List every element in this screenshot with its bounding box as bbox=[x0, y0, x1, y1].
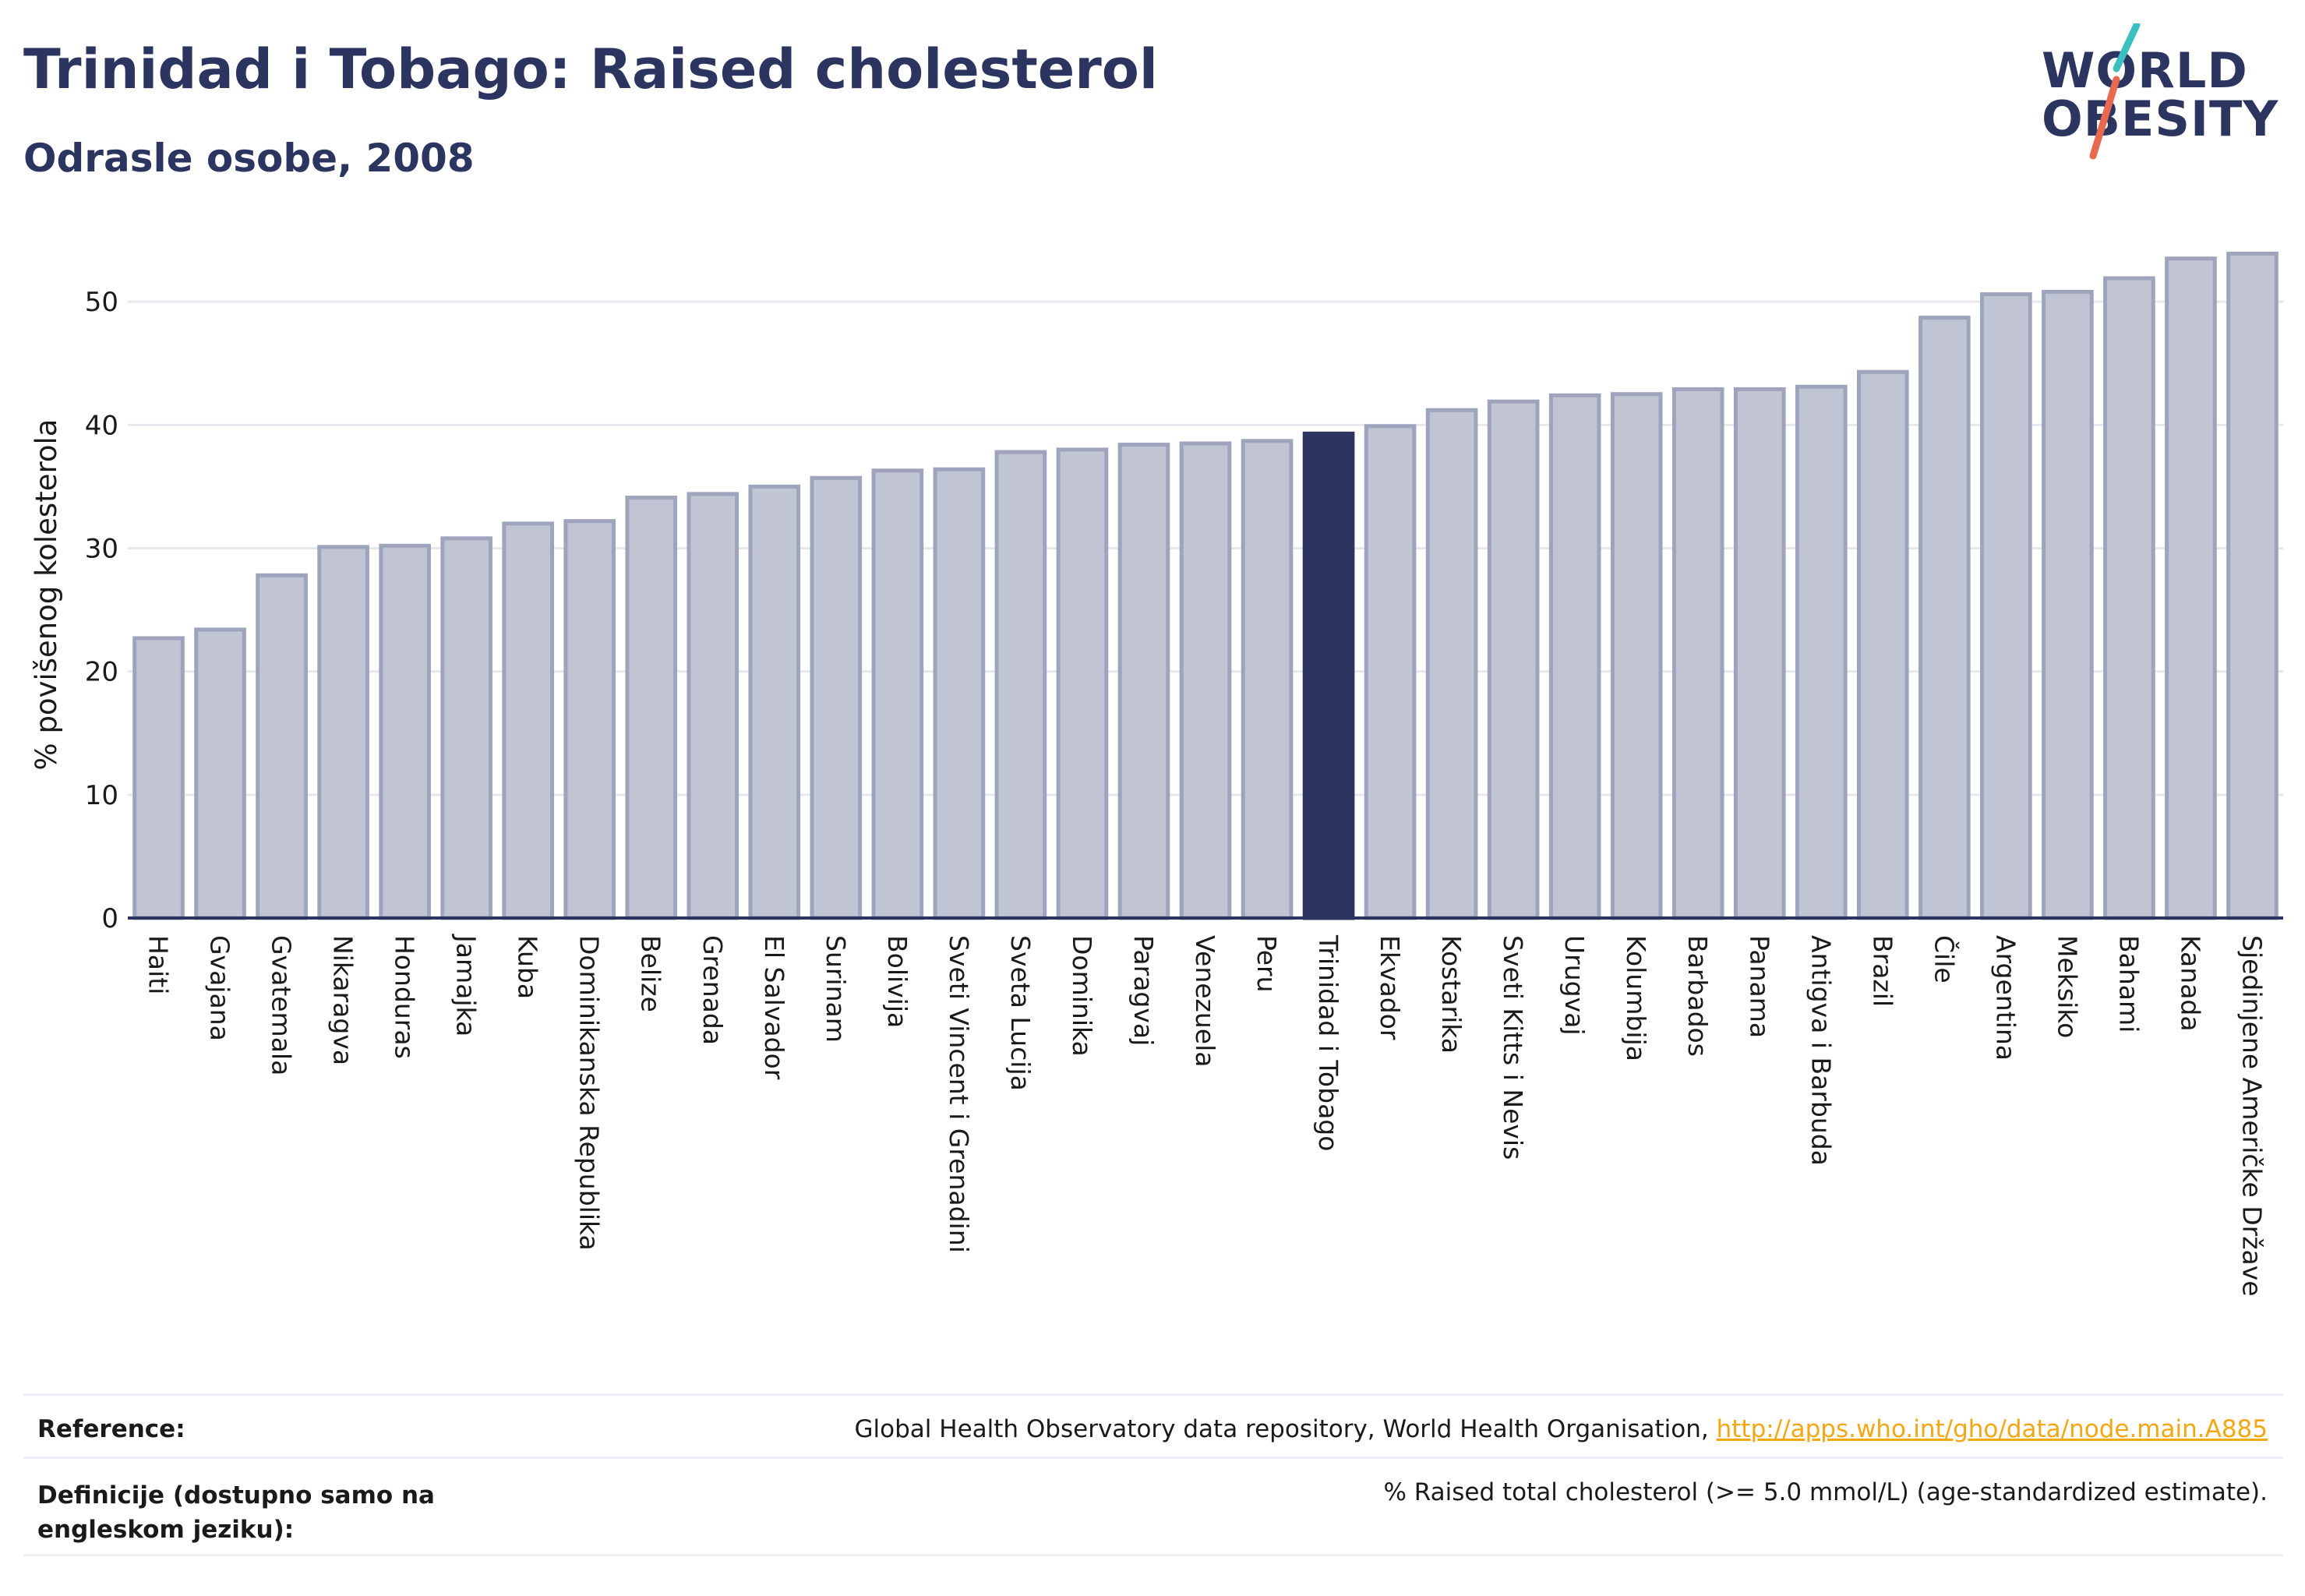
y-axis-ticks: 0 10 20 30 40 50 bbox=[85, 287, 118, 934]
x-tick-label: Meksiko bbox=[2052, 935, 2082, 1038]
y-tick-label: 50 bbox=[85, 287, 118, 318]
footer-divider-top bbox=[23, 1393, 2283, 1396]
x-tick-label: Venezuela bbox=[1190, 935, 1220, 1067]
x-tick-label: Gvajana bbox=[205, 935, 235, 1041]
bar bbox=[1548, 393, 1601, 920]
definition-label: Definicije (dostupno samo na engleskom j… bbox=[37, 1481, 435, 1544]
bar-highlight bbox=[1302, 431, 1355, 920]
x-tick-label: Čile bbox=[1929, 935, 1960, 983]
bar bbox=[1117, 443, 1170, 920]
bar bbox=[625, 496, 678, 920]
x-tick-label: Dominikanska Republika bbox=[574, 935, 605, 1251]
x-tick-label: Dominika bbox=[1067, 935, 1097, 1057]
y-tick-label: 0 bbox=[101, 903, 118, 934]
footer-divider-bottom bbox=[23, 1554, 2283, 1556]
definition-text: % Raised total cholesterol (>= 5.0 mmol/… bbox=[1383, 1478, 2268, 1506]
bar bbox=[687, 492, 740, 920]
bar bbox=[563, 519, 616, 920]
bar bbox=[132, 636, 185, 920]
logo-line-1: WORLD bbox=[2042, 42, 2248, 99]
x-tick-label: El Salvador bbox=[759, 935, 789, 1080]
x-tick-label: Grenada bbox=[697, 935, 728, 1045]
x-tick-label: Bolivija bbox=[882, 935, 912, 1028]
y-tick-label: 40 bbox=[85, 410, 118, 441]
bar bbox=[871, 468, 924, 920]
bar bbox=[810, 475, 863, 920]
chart-subtitle: Odrasle osobe, 2008 bbox=[23, 136, 475, 181]
y-axis-label: % povišenog kolesterola bbox=[30, 419, 63, 771]
y-tick-label: 30 bbox=[85, 533, 118, 564]
x-tick-label: Kanada bbox=[2175, 935, 2205, 1032]
logo-line-2: OBESITY bbox=[2042, 90, 2279, 147]
bar bbox=[502, 521, 555, 920]
bar bbox=[2226, 251, 2279, 920]
bar bbox=[379, 543, 431, 920]
bar bbox=[256, 573, 308, 920]
bars bbox=[132, 251, 2279, 920]
logo-slash-icon bbox=[2089, 23, 2141, 160]
x-tick-label: Haiti bbox=[143, 935, 174, 994]
x-tick-label: Trinidad i Tobago bbox=[1313, 934, 1343, 1151]
x-tick-label: Honduras bbox=[390, 935, 420, 1059]
y-tick-label: 20 bbox=[85, 657, 118, 688]
bar bbox=[1980, 292, 2032, 920]
bar bbox=[2042, 289, 2094, 920]
x-tick-label: Kuba bbox=[513, 935, 543, 999]
bar bbox=[317, 545, 369, 920]
bar bbox=[440, 536, 492, 920]
x-tick-label: Ekvador bbox=[1375, 935, 1405, 1040]
bar bbox=[994, 450, 1047, 920]
bar bbox=[194, 627, 246, 920]
x-tick-label: Sjedinjene Američke Države bbox=[2236, 935, 2267, 1297]
x-tick-label: Bahami bbox=[2113, 935, 2144, 1033]
x-tick-label: Belize bbox=[636, 935, 666, 1012]
x-tick-label: Panama bbox=[1744, 935, 1774, 1038]
bar bbox=[2165, 256, 2217, 920]
reference-link[interactable]: http://apps.who.int/gho/data/node.main.A… bbox=[1716, 1415, 2268, 1443]
reference-label: Reference: bbox=[37, 1415, 185, 1443]
x-tick-label: Jamajka bbox=[451, 934, 482, 1036]
bar bbox=[1179, 441, 1232, 920]
x-axis-ticks: Haiti Gvajana Gvatemala Nikaragva Honduras Ja… bbox=[143, 934, 2268, 1297]
x-tick-label: Sveti Vincent i Grenadini bbox=[944, 935, 974, 1253]
x-tick-label: Argentina bbox=[1990, 935, 2021, 1061]
x-tick-label: Barbados bbox=[1682, 935, 1713, 1057]
x-tick-label: Nikaragva bbox=[328, 935, 358, 1065]
y-tick-label: 10 bbox=[85, 780, 118, 811]
bar bbox=[1610, 392, 1663, 920]
bar bbox=[1856, 369, 1909, 920]
x-tick-label: Sveta Lucija bbox=[1005, 935, 1036, 1091]
bar bbox=[1487, 399, 1540, 920]
x-tick-label: Gvatemala bbox=[267, 935, 297, 1075]
bar bbox=[1671, 387, 1724, 920]
x-tick-label: Kolumbija bbox=[1621, 935, 1651, 1061]
x-tick-label: Antigva i Barbuda bbox=[1806, 935, 1836, 1166]
bar bbox=[933, 467, 986, 920]
x-tick-label: Peru bbox=[1251, 935, 1282, 993]
reference-text: Global Health Observatory data repositor… bbox=[855, 1415, 2268, 1443]
bar bbox=[1364, 424, 1417, 920]
x-tick-label: Brazil bbox=[1867, 935, 1897, 1007]
bar bbox=[1241, 439, 1294, 920]
x-tick-label: Urugvaj bbox=[1559, 935, 1590, 1036]
reference-source: Global Health Observatory data repositor… bbox=[854, 1415, 1717, 1443]
bar bbox=[1795, 384, 1848, 920]
x-tick-label: Sveti Kitts i Nevis bbox=[1498, 935, 1528, 1160]
bar bbox=[1918, 316, 1971, 920]
x-tick-label: Surinam bbox=[821, 935, 851, 1043]
chart-title: Trinidad i Tobago: Raised cholesterol bbox=[23, 37, 1158, 101]
bar bbox=[2103, 276, 2155, 920]
bar bbox=[1425, 408, 1478, 920]
x-tick-label: Kostarika bbox=[1436, 935, 1467, 1054]
x-tick-label: Paragvaj bbox=[1128, 935, 1159, 1046]
bar bbox=[1733, 387, 1786, 920]
bar-chart: 0 10 20 30 40 50 Haiti Gvajana Gvatemala Nikarag… bbox=[30, 251, 2283, 1297]
footer-divider-middle bbox=[23, 1457, 2283, 1459]
world-obesity-logo: WORLD OBESITY bbox=[2026, 23, 2291, 164]
bar bbox=[1056, 447, 1109, 920]
bar bbox=[748, 484, 801, 920]
